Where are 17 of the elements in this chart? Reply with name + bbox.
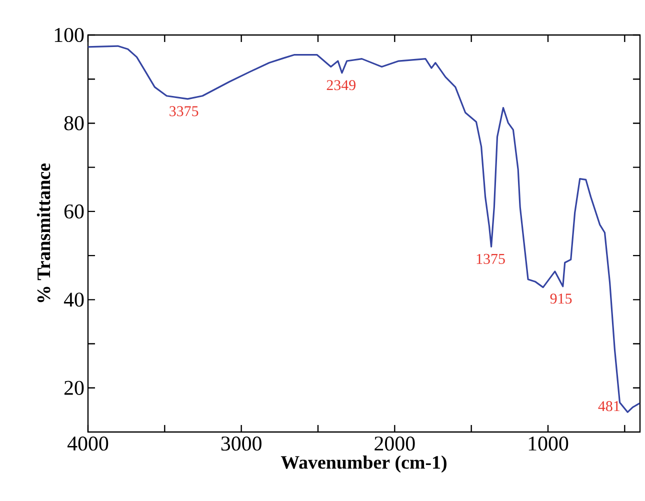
- y-tick-label: 60: [64, 204, 84, 218]
- x-axis-title: Wavenumber (cm-1): [280, 455, 446, 473]
- y-tick-label: 100: [54, 28, 84, 42]
- annotation: 2349: [326, 80, 356, 90]
- x-tick-label: 3000: [221, 436, 262, 451]
- y-tick-label: 40: [64, 292, 84, 307]
- y-axis-title: % Transmittance: [36, 163, 50, 302]
- x-tick-label: 2000: [374, 436, 415, 451]
- annotation: 915: [550, 294, 572, 304]
- annotation: 3375: [170, 106, 198, 116]
- x-tick-label: 1000: [528, 436, 568, 451]
- annotation: 481: [598, 401, 620, 412]
- y-tick-label: 80: [64, 116, 84, 130]
- line-series: [87, 45, 640, 413]
- x-tick-label: 4000: [67, 436, 108, 451]
- annotation: 1375: [476, 254, 505, 264]
- y-tick-label: 20: [64, 380, 84, 395]
